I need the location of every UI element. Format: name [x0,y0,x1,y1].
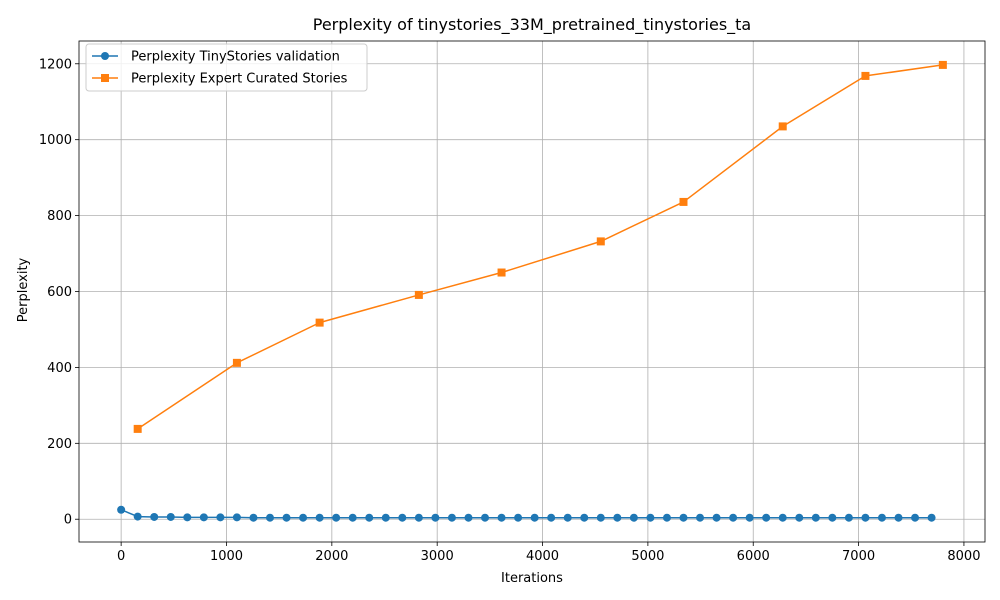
data-point-circle [679,513,688,522]
x-tick-label: 7000 [842,549,875,564]
data-point-circle [365,513,374,522]
data-point-square [232,358,241,367]
data-point-square [133,424,142,433]
data-point-circle [265,513,274,522]
data-point-circle [232,513,241,522]
data-point-circle [348,513,357,522]
data-point-circle [183,513,192,522]
data-point-circle [662,513,671,522]
data-point-circle [828,513,837,522]
data-point-circle [199,513,208,522]
x-tick-label: 0 [117,549,125,564]
y-tick-label: 600 [47,285,72,300]
series-2 [133,60,947,433]
data-point-circle [729,513,738,522]
data-point-circle [563,513,572,522]
data-point-circle [629,513,638,522]
legend-marker-circle [101,52,109,60]
y-tick-label: 1000 [39,133,72,148]
x-tick-label: 5000 [631,549,664,564]
data-point-circle [547,513,556,522]
y-tick-label: 800 [47,209,72,224]
data-point-circle [431,513,440,522]
data-point-square [414,290,423,299]
data-point-square [679,197,688,206]
data-point-circle [117,505,126,514]
data-point-circle [646,513,655,522]
legend-marker-square [101,74,109,82]
data-point-circle [447,513,456,522]
data-point-circle [481,513,490,522]
data-point-circle [795,513,804,522]
legend-label: Perplexity Expert Curated Stories [131,72,348,87]
data-point-circle [150,512,159,521]
series-line [137,64,943,430]
y-tick-label: 0 [64,513,72,528]
data-point-square [778,122,787,131]
data-point-circle [216,513,225,522]
data-point-circle [514,513,523,522]
data-point-circle [762,513,771,522]
data-point-square [497,268,506,277]
legend-box [85,43,368,92]
data-point-circle [249,513,258,522]
x-tick-label: 1000 [210,549,243,564]
data-point-circle [414,513,423,522]
data-point-circle [911,513,920,522]
data-point-circle [811,513,820,522]
x-tick-label: 2000 [315,549,348,564]
data-point-circle [133,512,142,521]
data-point-circle [282,513,291,522]
x-tick-label: 8000 [947,549,980,564]
legend-label: Perplexity TinyStories validation [131,50,340,65]
data-point-circle [712,513,721,522]
legend-entry: Perplexity TinyStories validation [92,50,340,65]
y-tick-label: 1200 [39,57,72,72]
data-point-circle [877,513,886,522]
data-point-circle [580,513,589,522]
data-point-circle [613,513,622,522]
data-point-circle [332,513,341,522]
data-point-circle [381,513,390,522]
data-point-circle [464,513,473,522]
legend-entry: Perplexity Expert Curated Stories [92,72,348,87]
data-point-circle [497,513,506,522]
legend: Perplexity TinyStories validation Perplex… [85,43,368,92]
data-point-circle [299,513,308,522]
series-layer [117,60,947,522]
x-tick-label: 4000 [526,549,559,564]
data-point-circle [398,513,407,522]
y-tick-label: 200 [47,437,72,452]
chart-title: Perplexity of tinystories_33M_pretrained… [313,15,751,35]
series-1 [117,505,936,522]
x-tick-label: 3000 [421,549,454,564]
axis-ticks: 0 1000 2000 3000 4000 5000 6000 7000 8000 0 200 400… [39,57,981,564]
data-point-circle [530,513,539,522]
data-point-circle [927,513,936,522]
data-point-square [861,71,870,80]
data-point-circle [844,513,853,522]
data-point-circle [166,512,175,521]
data-point-circle [745,513,754,522]
y-axis-title: Perplexity [16,257,31,322]
x-tick-label: 6000 [737,549,770,564]
data-point-circle [696,513,705,522]
data-point-circle [596,513,605,522]
data-point-circle [315,513,324,522]
y-tick-label: 400 [47,361,72,376]
data-point-circle [861,513,870,522]
data-point-square [938,60,947,69]
data-point-square [315,318,324,327]
data-point-square [596,237,605,246]
data-point-circle [894,513,903,522]
x-axis-title: Iterations [501,571,563,586]
data-point-circle [778,513,787,522]
